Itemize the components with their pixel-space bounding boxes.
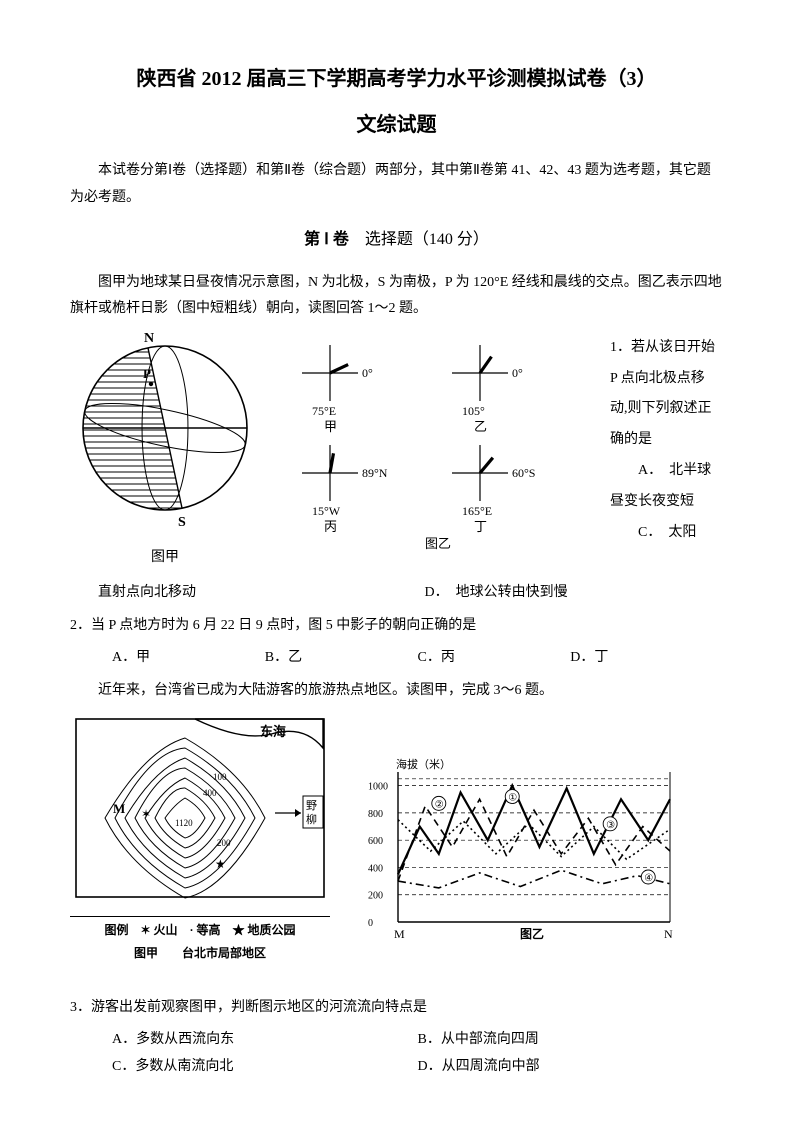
q2-option-c: C．丙 [418,645,571,672]
svg-text:0: 0 [368,918,373,929]
elevation-chart: 海拔（米） 0 200 400 600 800 1000 ① ② ③ ④ M N 图乙 [360,754,680,954]
svg-text:800: 800 [368,809,383,820]
q2-option-b: B．乙 [265,645,418,672]
q3-option-c: C．多数从南流向北 [112,1054,418,1081]
svg-text:③: ③ [606,820,615,831]
map-caption: 图甲 台北市局部地区 [70,942,330,965]
question-3-options-row1: A．多数从西流向东 B．从中部流向四周 [70,1027,723,1054]
svg-text:M: M [113,801,125,816]
svg-text:丁: 丁 [474,519,487,534]
question-2-options: A．甲 B．乙 C．丙 D．丁 [70,645,723,672]
svg-text:M: M [394,927,405,941]
svg-text:15°W: 15°W [312,504,341,518]
q3-option-b: B．从中部流向四周 [418,1027,724,1054]
figure-jia: N S P 图甲 [70,333,260,572]
passage-2: 近年来，台湾省已成为大陆游客的旅游热点地区。读图甲，完成 3～6 题。 [70,678,723,705]
q3-option-d: D．从四周流向中部 [418,1054,724,1081]
section-header: 第 Ⅰ 卷 选择题（140 分） [70,225,723,255]
figure-map: 东海野柳 100 400 1120 200 M ✶ ★ 图例 ✶ 火山 · 等高 ★ 地质公园… [70,718,330,964]
svg-text:✶: ✶ [141,807,151,821]
svg-text:柳: 柳 [306,812,317,826]
svg-text:1000: 1000 [368,782,388,793]
globe-diagram: N S P [70,333,260,533]
question-2-stem: 2．当 P 点地方时为 6 月 22 日 9 点时，图 5 中影子的朝向正确的是 [70,613,723,640]
q1-option-c-prefix: C． 太阳 [610,518,720,549]
svg-text:图乙: 图乙 [520,927,544,941]
svg-text:200: 200 [217,838,231,848]
question-3-stem: 3．游客出发前观察图甲，判断图示地区的河流流向特点是 [70,995,723,1022]
svg-text:400: 400 [368,864,383,875]
svg-text:0°: 0° [512,366,523,380]
svg-text:图乙: 图乙 [425,536,451,551]
section-rest: 选择题（140 分） [349,231,489,248]
q1-stem: 1．若从该日开始 P 点向北极点移动,则下列叙述正确的是 [610,340,715,447]
svg-text:1120: 1120 [175,818,193,828]
svg-text:★: ★ [215,857,226,871]
contour-map: 东海野柳 100 400 1120 200 M ✶ ★ [75,718,325,908]
crosses-diagram: 0° 75°E甲 0° 105°乙 89°N 15°W丙 60°S 165°E丁图乙 [275,333,595,553]
title-sub: 文综试题 [70,106,723,144]
svg-text:①: ① [508,793,517,804]
svg-text:600: 600 [368,836,383,847]
map-legend: 图例 ✶ 火山 · 等高 ★ 地质公园 [70,916,330,942]
q1-option-a: A． 北半球昼变长夜变短 [610,456,720,518]
svg-text:乙: 乙 [474,419,487,434]
svg-text:400: 400 [203,788,217,798]
q1-option-c: 直射点向北移动 [70,580,397,607]
svg-text:东海: 东海 [260,724,286,739]
q1-options-cd: 直射点向北移动 D． 地球公转由快到慢 [70,580,723,607]
figure-elevation-chart: 海拔（米） 0 200 400 600 800 1000 ① ② ③ ④ M N 图乙 [360,754,680,965]
question-1-rightcol: 1．若从该日开始 P 点向北极点移动,则下列叙述正确的是 A． 北半球昼变长夜变… [610,333,720,549]
svg-text:④: ④ [644,873,653,884]
q1-option-d: D． 地球公转由快到慢 [397,580,724,607]
svg-text:100: 100 [213,772,227,782]
svg-text:89°N: 89°N [362,466,388,480]
figure-row-2: 东海野柳 100 400 1120 200 M ✶ ★ 图例 ✶ 火山 · 等高 ★ 地质公园… [70,718,723,964]
svg-text:60°S: 60°S [512,466,535,480]
svg-text:75°E: 75°E [312,404,336,418]
svg-text:②: ② [435,799,444,810]
svg-text:0°: 0° [362,366,373,380]
title-main: 陕西省 2012 届高三下学期高考学力水平诊测模拟试卷（3） [70,60,723,98]
svg-text:200: 200 [368,891,383,902]
svg-text:甲: 甲 [324,419,337,434]
svg-text:海拔（米）: 海拔（米） [396,757,451,771]
q2-option-a: A．甲 [112,645,265,672]
intro-paragraph: 本试卷分第Ⅰ卷（选择题）和第Ⅱ卷（综合题）两部分，其中第Ⅱ卷第 41、42、43… [70,158,723,211]
section-bold: 第 Ⅰ 卷 [304,231,349,248]
svg-text:P: P [143,366,151,381]
svg-text:N: N [664,927,673,941]
passage-1: 图甲为地球某日昼夜情况示意图，N 为北极，S 为南极，P 为 120°E 经线和… [70,270,723,323]
svg-text:105°: 105° [462,404,485,418]
figure-yi: 0° 75°E甲 0° 105°乙 89°N 15°W丙 60°S 165°E丁图乙 [270,333,600,564]
q3-option-a: A．多数从西流向东 [112,1027,418,1054]
svg-text:N: N [144,333,154,346]
svg-text:S: S [178,515,186,530]
svg-text:野: 野 [306,799,317,812]
figure-row-1: N S P 图甲 0° 75°E甲 0° 105°乙 89°N 15°W丙 60°S 165°E丁… [70,333,723,572]
question-3-options-row2: C．多数从南流向北 D．从四周流向中部 [70,1054,723,1081]
svg-text:丙: 丙 [324,519,337,534]
svg-text:165°E: 165°E [462,504,492,518]
q2-option-d: D．丁 [570,645,723,672]
figure-jia-caption: 图甲 [70,545,260,572]
